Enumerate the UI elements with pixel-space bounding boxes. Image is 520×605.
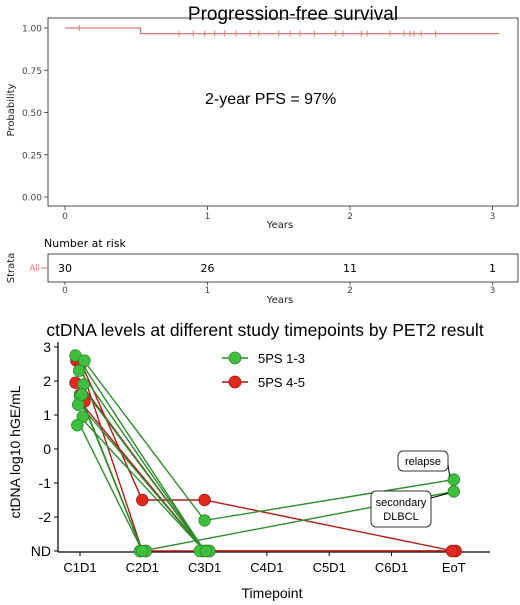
secondary-dlbcl-label: secondary DLBCL (376, 497, 427, 523)
ctdna-points (69, 349, 462, 558)
ctdna-series-line (79, 404, 206, 552)
secondary-dlbcl-box (370, 490, 432, 528)
risk-row-label: All (29, 264, 40, 274)
ctdna-point (78, 354, 91, 367)
risk-x-tick-label: 3 (490, 286, 496, 296)
relapse-label: relapse (405, 456, 441, 468)
ctdna-point (75, 388, 89, 401)
ctdna-point (199, 544, 213, 558)
ctdna-y-tick-label: -1 (39, 475, 52, 491)
legend-label: 5PS 4-5 (258, 375, 305, 390)
ctdna-series-line (79, 424, 143, 552)
ctdna-panel: ctDNA levels at different study timepoin… (7, 320, 490, 601)
risk-x-axis-label: Years (266, 295, 293, 306)
ctdna-point (198, 514, 211, 527)
km-x-tick-label: 0 (62, 212, 68, 222)
ctdna-series-line (79, 416, 206, 552)
km-pfs-annotation: 2-year PFS = 97% (205, 91, 336, 108)
ctdna-point (445, 544, 459, 558)
km-y-tick-label: 1.00 (22, 25, 42, 35)
km-x-tick-label: 1 (205, 212, 211, 222)
risk-values: 30 26 11 1 (58, 262, 496, 275)
ctdna-x-axis-label: Timepoint (242, 585, 303, 601)
ctdna-x-tick-label: C2D1 (126, 560, 159, 575)
ctdna-point (136, 493, 149, 507)
km-y-tick-label: 0.50 (22, 109, 42, 119)
ctdna-series-line (79, 394, 143, 552)
secondary-dlbcl-pointer (430, 493, 448, 499)
ctdna-point (77, 378, 90, 391)
km-y-axis-label: Probability (6, 83, 17, 136)
ctdna-y-axis-label: ctDNA log10 hGE/mL (7, 385, 23, 518)
ctdna-y-tick-label: 1 (43, 407, 51, 423)
ctdna-y-ticks: ND -2 -1 0 1 2 3 (31, 339, 58, 559)
risk-value: 1 (489, 262, 496, 275)
ctdna-series-line (79, 360, 454, 552)
secondary-dlbcl-line: DLBCL (383, 511, 418, 523)
ctdna-point (72, 364, 86, 378)
km-y-tick-label: 0.75 (22, 67, 42, 77)
ctdna-point (447, 485, 461, 498)
ctdna-x-tick-label: C3D1 (188, 560, 221, 575)
ctdna-x-tick-label: C4D1 (250, 560, 283, 575)
km-censor-marks (78, 25, 436, 37)
ctdna-legend: 5PS 1-3 5PS 4-5 (222, 351, 305, 390)
km-x-tick-label: 2 (347, 212, 353, 222)
risk-x-tick-label: 0 (62, 286, 68, 296)
risk-value: 26 (201, 262, 215, 275)
risk-table-title: Number at risk (44, 237, 127, 250)
ctdna-point (198, 493, 211, 507)
relapse-pointer (447, 464, 451, 477)
km-plot-frame (47, 17, 519, 207)
ctdna-x-tick-label: C1D1 (63, 560, 96, 575)
risk-x-ticks: 0 1 2 3 (62, 282, 495, 296)
ctdna-series-line (79, 383, 206, 552)
km-y-ticks: 0.00 0.25 0.50 0.75 1.00 (22, 25, 48, 204)
risk-x-tick-label: 1 (205, 286, 211, 296)
ctdna-point (71, 419, 84, 432)
ctdna-title: ctDNA levels at different study timepoin… (46, 320, 484, 340)
ctdna-point (136, 544, 149, 558)
relapse-box (397, 450, 449, 472)
ctdna-series-line (79, 360, 206, 552)
risk-strata-label: Strata (6, 253, 17, 284)
legend-marker (228, 375, 242, 389)
legend-marker (228, 351, 242, 365)
ctdna-x-tick-label: C5D1 (313, 560, 346, 575)
ctdna-y-tick-label: 0 (43, 441, 51, 457)
km-panel: Progression-free survival 0.000.250.500.… (6, 4, 519, 231)
km-x-tick-label: 3 (490, 212, 496, 222)
ctdna-series-line (79, 396, 454, 552)
risk-value: 11 (343, 262, 357, 275)
ctdna-y-tick-label: -2 (39, 509, 52, 525)
ctdna-y-tick-label: 3 (43, 339, 51, 355)
ctdna-x-tick-label: C6D1 (375, 560, 408, 575)
ctdna-y-tick-label: 2 (43, 373, 51, 389)
km-title: Progression-free survival (188, 4, 398, 25)
ctdna-y-tick-label: ND (31, 543, 51, 559)
ctdna-series-line (79, 370, 206, 552)
secondary-dlbcl-line: secondary (376, 497, 427, 509)
km-survival-curve (65, 27, 500, 35)
risk-table-frame (47, 253, 519, 283)
ctdna-x-ticks: C1D1 C2D1 C3D1 C4D1 C5D1 C6D1 EoT (63, 552, 466, 575)
risk-x-tick-label: 2 (347, 286, 353, 296)
legend-label: 5PS 1-3 (258, 351, 305, 366)
risk-value: 30 (58, 262, 72, 275)
ctdna-annotations: relapse secondary DLBCL (370, 450, 451, 528)
km-x-axis-label: Years (266, 220, 293, 231)
km-x-ticks: 0 1 2 3 (62, 206, 495, 222)
km-y-tick-label: 0.00 (22, 194, 42, 204)
km-y-tick-label: 0.25 (22, 151, 42, 161)
ctdna-x-tick-label: EoT (442, 560, 466, 575)
